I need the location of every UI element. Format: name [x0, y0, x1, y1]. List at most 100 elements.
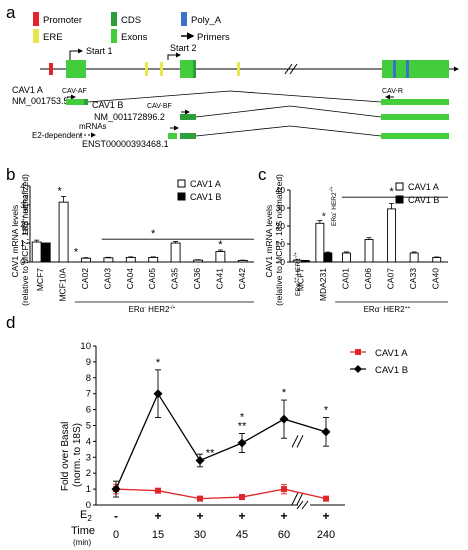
panel-b-category-label: CA36	[192, 268, 202, 290]
panel-d-xtick-label: 60	[278, 529, 290, 541]
panel-d-e2-sign: +	[280, 509, 287, 523]
panel-b-ylabel: CAV1 mRNA levels (relative to MCF7, 18S …	[10, 174, 30, 306]
panel-d-e2-sign: +	[196, 509, 203, 523]
panel-b-legend: CAV1 A CAV1 B	[177, 179, 221, 202]
gene-structure: Start 1 Start 2 CAV1 A NM_001753.5 CAV-A…	[12, 43, 459, 149]
panel-d-significance: **	[238, 420, 247, 432]
panel-b-category-label: MCF7	[35, 268, 45, 291]
panel-b-ytick-label: 0	[20, 257, 25, 267]
panel-d-series-break	[291, 492, 299, 505]
transcript-a-name: CAV1 A	[12, 85, 43, 95]
panel-c-chart: CAV1 mRNA levels (relative to MCF7, 18S …	[264, 174, 448, 314]
cds-swatch	[111, 12, 117, 26]
panel-c-ytick-label: 40	[276, 185, 286, 195]
start2-label: Start 2	[170, 43, 197, 53]
panel-d-ytick-label: 1	[86, 484, 91, 495]
panel-d-ytick-label: 3	[86, 452, 91, 463]
panel-c-bar-cav1a-ca01	[341, 252, 351, 263]
start1-arrow-icon	[69, 48, 83, 60]
panel-c-category-label: CA40	[431, 268, 441, 290]
panel-d-e2-label: E2	[80, 509, 92, 523]
panel-c-ytick-label: 20	[276, 221, 286, 231]
mrnas-label: mRNAs	[79, 122, 107, 131]
panel-c-bar-cav1a-ca33	[409, 252, 419, 263]
panel-c-star-group: *	[389, 186, 394, 198]
panel-d-significance: *	[156, 357, 161, 369]
panel-d-ytick-label: 4	[86, 436, 91, 447]
panel-d-ytick-label: 10	[80, 341, 91, 352]
legend-b-cav1a: CAV1 A	[190, 179, 221, 189]
exon-1	[66, 60, 86, 78]
panel-d-significance: *	[240, 411, 245, 423]
promoter-box	[49, 63, 53, 75]
panel-d-significance: **	[206, 447, 215, 459]
transcript-b-id: NM_001172896.2	[94, 112, 165, 122]
panel-c-star-mda231: *	[322, 212, 326, 223]
panel-d-point-cav1a	[239, 494, 245, 501]
panel-d-xtick-label: 0	[113, 529, 119, 541]
panel-d-legend: CAV1 A CAV1 B	[350, 348, 408, 376]
panel-b-bar-cav1a-mcf10a	[58, 201, 69, 263]
transcript-a-cds	[84, 99, 88, 105]
panel-d-point-cav1b	[279, 414, 289, 424]
panel-d-series-break	[296, 492, 304, 505]
transcript-b-exon2	[381, 114, 449, 120]
panel-c-category-label: CA01	[340, 268, 350, 290]
start2-arrow-icon	[167, 52, 181, 60]
panel-d-axis-break-1	[296, 500, 304, 510]
legend-promoter: Promoter	[43, 15, 82, 26]
panel-c-ytick-label: 30	[276, 203, 286, 213]
panel-c-ylabel: CAV1 mRNA levels (relative to MCF7, 18S …	[264, 174, 284, 306]
panel-c-bar-cav1a-mcf7	[292, 259, 302, 263]
panel-b-bar-cav1a-ca42	[237, 260, 248, 263]
exon-2	[180, 60, 193, 78]
panel-d-xtick-label: 45	[236, 529, 248, 541]
panel-c-bar-cav1a-ca06	[364, 239, 374, 263]
panel-d-point-cav1b	[321, 427, 331, 437]
transcript-c-exon0	[168, 133, 177, 139]
panel-b-ytick-label: 1	[20, 238, 25, 248]
panel-b-bar-cav1a-mcf7	[31, 241, 42, 263]
panel-b-category-label: CA05	[147, 268, 157, 290]
primer-r-label: CAV-R	[382, 88, 403, 95]
panel-d-time-label: Time	[71, 525, 95, 537]
panel-b-group-label: ERα- HER2-/+	[129, 305, 176, 314]
panel-c-bar-cav1b-mda231	[323, 252, 333, 263]
panel-d-ytick-label: 0	[86, 500, 91, 511]
panel-d-point-cav1b	[111, 484, 121, 494]
panel-a-letter: a	[6, 3, 16, 22]
panel-d-ytick-label: 5	[86, 421, 91, 432]
panel-c-bar-cav1a-ca40	[432, 257, 442, 263]
panel-b-bar-cav1a-ca05	[148, 256, 159, 263]
panel-b-bar-cav1a-ca04	[125, 256, 136, 263]
panel-b-bar-cav1a-ca02	[81, 257, 91, 263]
panel-d-chart: Fold over Basal (norm. to 18S) CAV1 A CA…	[60, 341, 408, 547]
panel-b-category-label: CA35	[170, 268, 180, 290]
legend-c-cav1b: CAV1 B	[408, 195, 439, 205]
transcript-c-id: ENST00000393468.1	[82, 139, 169, 149]
panel-d-ytick-label: 6	[86, 405, 91, 416]
legend-d-cav1a: CAV1 A	[375, 348, 408, 359]
panel-d-e2-sign: +	[238, 509, 245, 523]
panel-d-e2-sign: -	[114, 509, 118, 523]
panel-b-bar-cav1a-ca36	[193, 259, 203, 263]
gene-legend: Promoter ERE CDS Exons Poly_A Primers	[33, 12, 230, 43]
legend-d-cav1b-marker	[354, 365, 362, 373]
break-mark-2	[289, 63, 298, 75]
panel-b-category-label: CA02	[80, 268, 90, 290]
panel-b-category-label: CA03	[102, 268, 112, 290]
transcript-b-exon1	[180, 114, 196, 120]
panel-b-ytick-label: 2	[20, 219, 25, 229]
transcript-a-exon2	[381, 99, 449, 105]
panel-d-letter: d	[6, 313, 15, 332]
panel-d-point-cav1a	[197, 495, 203, 502]
panel-b-chart: CAV1 mRNA levels (relative to MCF7, 18S …	[10, 174, 254, 314]
panel-b-category-label: CA41	[214, 268, 224, 290]
panel-d-axis-break-2	[301, 500, 309, 510]
ere-swatch	[33, 29, 39, 43]
panel-b-er-pos-label: ERα++ HER2-/+	[21, 189, 30, 235]
panel-b-bar-cav1a-ca41	[215, 251, 226, 263]
panel-d-point-cav1b	[195, 455, 205, 465]
panel-d-point-cav1a	[155, 487, 161, 494]
legend-primers: Primers	[197, 32, 230, 43]
